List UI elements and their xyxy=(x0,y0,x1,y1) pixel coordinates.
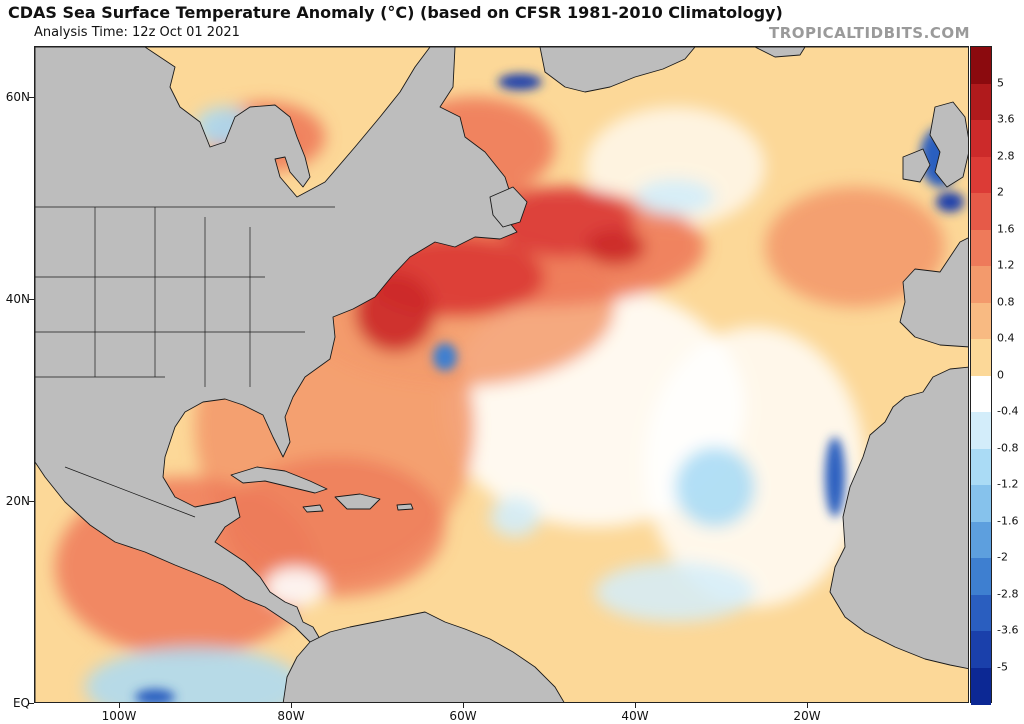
colorbar-label: -0.4 xyxy=(997,404,1019,418)
puerto-rico-land xyxy=(396,503,414,511)
colorbar-label: 5 xyxy=(997,76,1004,89)
lon-tick-40w xyxy=(635,703,636,708)
colorbar-label: 0.4 xyxy=(997,331,1015,345)
colorbar-label: 1.2 xyxy=(997,258,1015,272)
colorbar-segment xyxy=(971,229,991,267)
map-title: CDAS Sea Surface Temperature Anomaly (°C… xyxy=(8,3,783,22)
lat-tick-60n xyxy=(29,97,34,98)
colorbar-segment xyxy=(971,558,991,595)
colorbar-segment xyxy=(971,266,991,303)
colorbar-label: 2.8 xyxy=(997,149,1015,162)
colorbar-segment xyxy=(971,667,991,705)
hispaniola-land xyxy=(334,493,381,510)
lon-label-20w: 20W xyxy=(793,709,821,723)
lon-label-40w: 40W xyxy=(621,709,649,723)
north-america-land xyxy=(35,47,518,643)
sst-anomaly-map xyxy=(34,46,969,703)
lat-label-60n: 60N xyxy=(5,90,30,104)
lon-tick-80w xyxy=(291,703,292,708)
iceland-land xyxy=(754,47,806,58)
europe-land xyxy=(829,237,968,670)
lon-label-60w: 60W xyxy=(449,709,477,723)
lat-label-eq: EQ xyxy=(12,696,30,710)
analysis-time: Analysis Time: 12z Oct 01 2021 xyxy=(34,25,240,40)
brand-watermark: TROPICALTIDBITS.COM xyxy=(769,24,970,42)
lon-label-100w: 100W xyxy=(101,709,137,723)
lon-tick-20w xyxy=(807,703,808,708)
colorbar-segment xyxy=(971,120,991,157)
colorbar-segment xyxy=(971,448,991,486)
colorbar-segment xyxy=(971,156,991,194)
greenland-land xyxy=(539,47,696,93)
lat-tick-40n xyxy=(29,299,34,300)
south-america-land xyxy=(282,611,565,702)
colorbar-label: -2 xyxy=(997,550,1008,564)
lon-tick-100w xyxy=(119,703,120,708)
colorbar-segment xyxy=(971,412,991,449)
land-masses xyxy=(35,47,968,702)
colorbar-segment xyxy=(971,302,991,340)
colorbar-segment xyxy=(971,521,991,559)
colorbar-label: -3.6 xyxy=(997,623,1019,637)
colorbar-label: -2.8 xyxy=(997,587,1019,600)
colorbar-segment xyxy=(971,193,991,230)
lat-tick-20n xyxy=(29,501,34,502)
map-canvas xyxy=(35,47,968,702)
lat-tick-eq xyxy=(29,703,34,704)
colorbar-label: 2 xyxy=(997,185,1004,199)
colorbar-segment xyxy=(971,339,991,376)
colorbar-segment xyxy=(971,631,991,668)
colorbar-segment xyxy=(971,375,991,413)
colorbar-segment xyxy=(971,83,991,121)
british-isles-land xyxy=(929,101,968,188)
lon-label-80w: 80W xyxy=(277,709,305,723)
colorbar-label: -5 xyxy=(997,660,1008,673)
jamaica-land xyxy=(302,504,324,513)
colorbar-label: -1.6 xyxy=(997,514,1019,527)
colorbar-label: -1.2 xyxy=(997,477,1019,491)
colorbar-label: 1.6 xyxy=(997,222,1015,235)
colorbar xyxy=(970,46,992,705)
colorbar-segment xyxy=(971,485,991,522)
newfoundland-land xyxy=(489,186,528,228)
colorbar-label: 0.8 xyxy=(997,295,1015,308)
colorbar-segment xyxy=(971,594,991,632)
colorbar-label: 3.6 xyxy=(997,112,1015,126)
cuba-land xyxy=(230,466,328,494)
colorbar-segment xyxy=(971,47,991,84)
lon-tick-60w xyxy=(463,703,464,708)
colorbar-label: -0.8 xyxy=(997,441,1019,454)
lat-label-40n: 40N xyxy=(5,292,30,306)
ireland-land xyxy=(902,148,931,183)
colorbar-label: 0 xyxy=(997,368,1004,381)
political-borders xyxy=(35,206,335,518)
lat-label-20n: 20N xyxy=(5,494,30,508)
